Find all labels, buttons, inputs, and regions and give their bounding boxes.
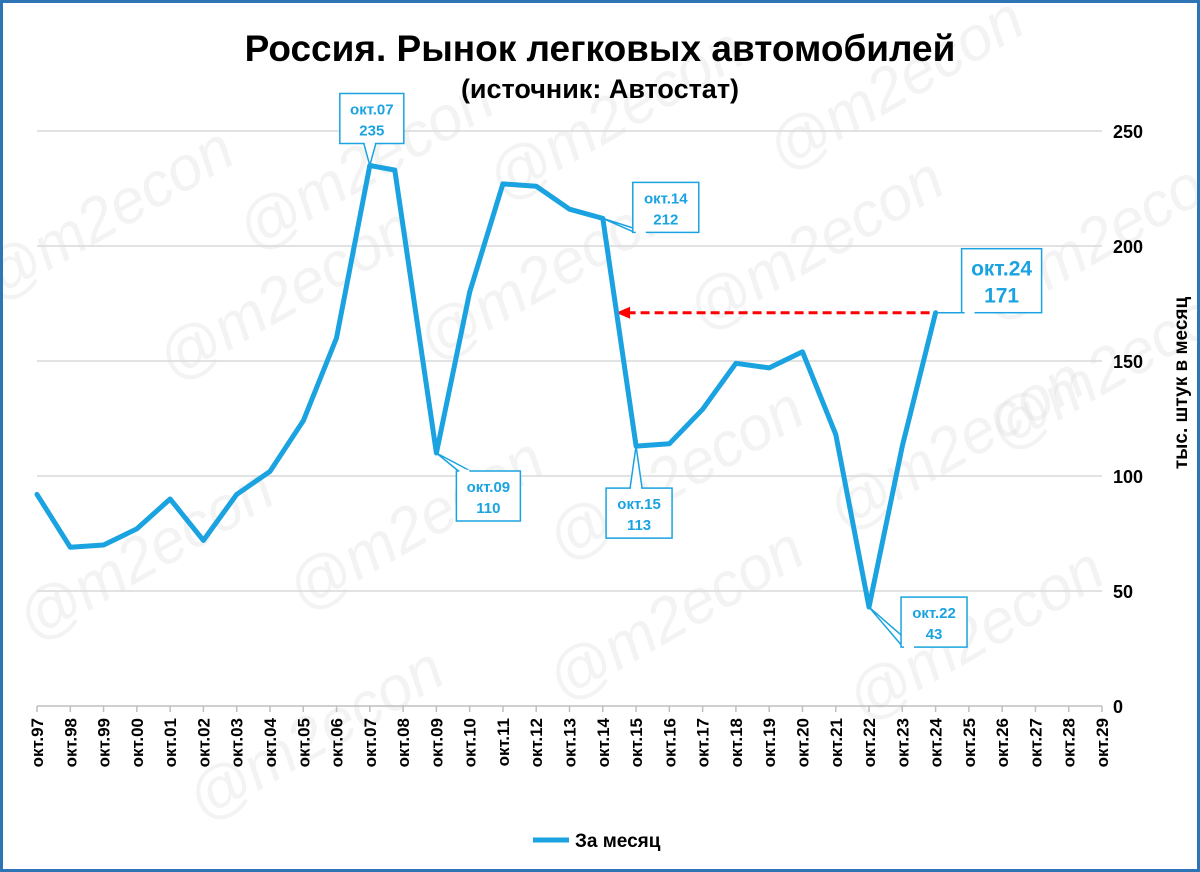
x-tick-label: окт.06: [328, 718, 347, 767]
x-tick-label: окт.28: [1060, 718, 1079, 767]
callout-pointer: [435, 452, 471, 472]
callout-value: 43: [926, 626, 943, 643]
callout-label: окт.22: [912, 605, 956, 622]
reference-arrow-head: [616, 306, 631, 319]
reference-arrow: [616, 306, 930, 319]
legend-label: За месяц: [575, 831, 661, 852]
x-tick-label: окт.12: [527, 718, 546, 767]
series-line: [34, 163, 939, 610]
x-tick-label: окт.14: [594, 717, 613, 767]
callout-box: [605, 487, 673, 539]
x-tick-label: окт.10: [461, 718, 480, 767]
y-tick-label: 250: [1113, 122, 1143, 142]
chart-title: Россия. Рынок легковых автомобилей: [245, 28, 956, 69]
annotation-callout: окт.22 43: [868, 596, 968, 649]
callout-value: 110: [476, 500, 500, 517]
x-tick-label: окт.97: [28, 718, 47, 767]
x-tick-label: окт.24: [927, 717, 946, 767]
x-tick-label: окт.19: [760, 718, 779, 767]
callout-box: [900, 596, 968, 648]
callout-value: 171: [984, 284, 1019, 307]
line-chart: @m2econ@m2econ@m2econ @m2econ@m2econ@m2ec…: [3, 3, 1197, 852]
x-tick-label: окт.18: [727, 718, 746, 767]
callout-pointer: [629, 445, 643, 489]
watermark-text: @m2econ: [6, 454, 286, 656]
annotation-callout: окт.14 212: [602, 181, 700, 234]
y-axis-ticks: 0 50 100 150 200 250: [1113, 122, 1143, 717]
x-tick-label: окт.99: [95, 718, 114, 767]
y-tick-label: 150: [1113, 352, 1143, 372]
callout-label: окт.14: [644, 190, 688, 207]
y-tick-label: 0: [1113, 697, 1123, 717]
x-tick-label: окт.23: [893, 718, 912, 767]
x-tick-label: окт.27: [1026, 718, 1045, 767]
callout-box: [455, 470, 522, 522]
watermark-text: @m2econ: [3, 114, 246, 316]
x-tick-label: окт.98: [61, 718, 80, 767]
x-tick-label: окт.16: [660, 718, 679, 767]
x-tick-label: окт.26: [993, 718, 1012, 767]
chart-subtitle: (источник: Автостат): [461, 74, 739, 104]
legend: За месяц: [533, 831, 661, 852]
callout-box: [632, 181, 700, 234]
annotation-callout: окт.07 235: [339, 92, 405, 169]
callout-value: 235: [359, 123, 384, 140]
x-tick-label: окт.07: [361, 718, 380, 767]
callout-label: окт.15: [617, 496, 661, 513]
annotations-layer: окт.07235окт.09110окт.14212окт.15113окт.…: [339, 92, 1043, 649]
watermark-layer: @m2econ@m2econ@m2econ @m2econ@m2econ@m2ec…: [3, 3, 1197, 835]
callout-label: окт.09: [467, 479, 511, 496]
x-tick-label: окт.01: [161, 718, 180, 767]
x-tick-label: окт.21: [827, 718, 846, 767]
x-tick-label: окт.05: [294, 718, 313, 767]
x-tick-label: окт.03: [228, 718, 247, 767]
x-tick-label: окт.17: [694, 718, 713, 767]
callout-label: окт.07: [350, 102, 394, 119]
watermark-text: @m2econ: [276, 424, 556, 626]
callout-pointer: [363, 143, 377, 169]
x-axis: окт.97 окт.98 окт.99 окт.00 окт.01 окт.02 окт.…: [28, 706, 1112, 767]
x-tick-label: окт.04: [261, 717, 280, 767]
x-tick-label: окт.09: [427, 718, 446, 767]
series-layer: [34, 163, 939, 610]
y-tick-label: 200: [1113, 237, 1143, 257]
watermark-text: @m2econ: [176, 634, 456, 836]
x-tick-label: окт.02: [194, 718, 213, 767]
x-tick-label: окт.08: [394, 718, 413, 767]
x-tick-label: окт.29: [1093, 718, 1112, 767]
callout-value: 212: [653, 211, 678, 228]
y-tick-label: 100: [1113, 467, 1143, 487]
x-tick-label: окт.11: [494, 718, 513, 766]
y-tick-label: 50: [1113, 582, 1133, 602]
x-tick-label: окт.00: [128, 718, 147, 767]
callout-box: [960, 247, 1043, 314]
x-tick-label: окт.25: [960, 718, 979, 767]
x-tick-label: окт.20: [793, 718, 812, 767]
annotation-callout: окт.15 113: [605, 445, 673, 539]
annotation-callout: окт.09 110: [435, 452, 522, 522]
callout-label: окт.24: [971, 258, 1032, 281]
y-axis-label: тыс. штук в месяц: [1171, 297, 1192, 470]
callout-value: 113: [627, 517, 651, 534]
x-tick-label: окт.22: [860, 718, 879, 767]
x-tick-label: окт.13: [561, 718, 580, 767]
annotation-callout: окт.24 171: [935, 247, 1043, 314]
callout-box: [339, 92, 405, 145]
x-tick-label: окт.15: [627, 718, 646, 767]
watermark-text: @m2econ: [676, 144, 956, 346]
